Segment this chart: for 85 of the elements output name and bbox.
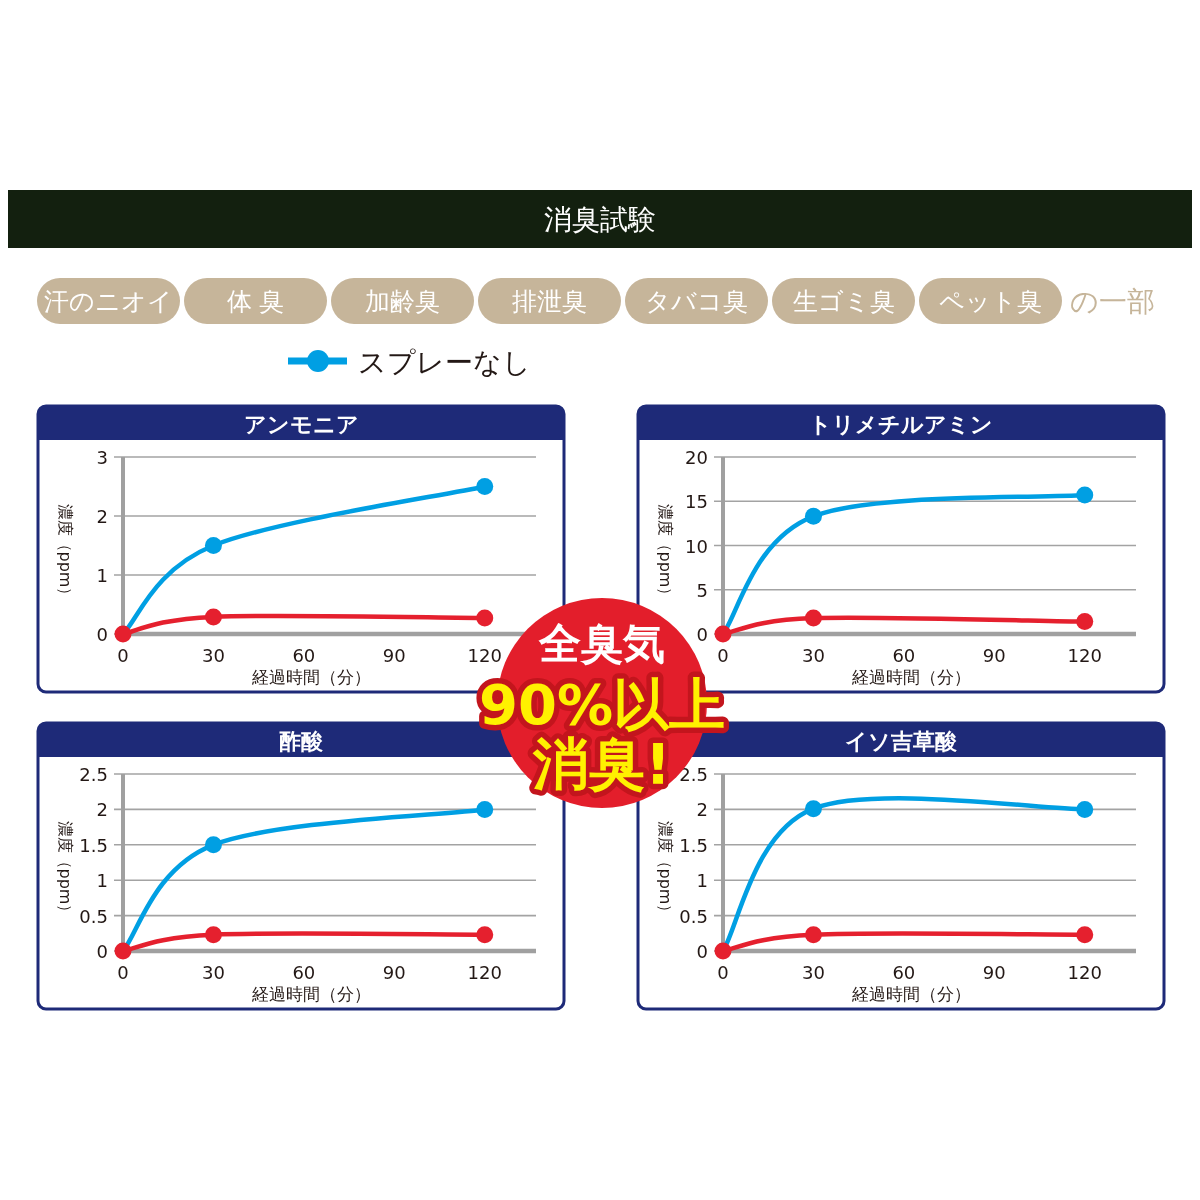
text: 体 臭 bbox=[226, 287, 285, 316]
y-tick-label: 15 bbox=[685, 491, 708, 513]
x-tick-label: 120 bbox=[1067, 645, 1102, 666]
text: タバコ臭 bbox=[645, 287, 748, 316]
text: 排泄臭 bbox=[512, 287, 587, 316]
y-tick-label: 2.5 bbox=[679, 764, 708, 785]
chart-title: 酢酸 bbox=[279, 729, 324, 754]
point bbox=[1076, 800, 1094, 818]
point bbox=[804, 507, 822, 525]
point bbox=[714, 942, 732, 960]
x-tick-label: 0 bbox=[717, 645, 729, 666]
x-tick-label: 90 bbox=[982, 962, 1006, 983]
y-axis-title: 濃度（ppm） bbox=[655, 820, 675, 921]
y-tick-label: 10 bbox=[685, 535, 708, 557]
y-tick-label: 1 bbox=[96, 870, 108, 892]
y-tick-label: 0 bbox=[696, 624, 708, 645]
y-tick-label: 2.5 bbox=[79, 764, 108, 785]
x-tick-label: 60 bbox=[892, 645, 916, 666]
point bbox=[714, 625, 732, 643]
x-tick-label: 90 bbox=[982, 645, 1006, 666]
x-tick-label: 30 bbox=[801, 645, 825, 666]
y-tick-label: 0 bbox=[96, 624, 108, 645]
x-axis-title: 経過時間（分） bbox=[250, 667, 371, 687]
legend-label: スプレーなし bbox=[358, 346, 531, 379]
y-tick-label: 2 bbox=[96, 799, 108, 821]
text: の一部 bbox=[1070, 285, 1155, 318]
annotation: 消臭! bbox=[532, 731, 671, 796]
point bbox=[114, 942, 132, 960]
text: 生ゴミ臭 bbox=[792, 287, 895, 316]
point bbox=[114, 625, 132, 643]
point bbox=[476, 800, 494, 818]
x-axis-title: 経過時間（分） bbox=[250, 984, 371, 1004]
y-tick-label: 0.5 bbox=[679, 905, 708, 927]
y-tick-label: 1.5 bbox=[679, 834, 708, 856]
point bbox=[476, 609, 494, 627]
point bbox=[204, 926, 222, 944]
point bbox=[1076, 613, 1094, 631]
y-axis-title: 濃度（ppm） bbox=[55, 820, 75, 921]
x-tick-label: 120 bbox=[467, 645, 502, 666]
y-tick-label: 5 bbox=[696, 579, 708, 601]
text: 汗のニオイ bbox=[44, 287, 173, 316]
x-tick-label: 30 bbox=[201, 962, 225, 983]
x-tick-label: 60 bbox=[292, 645, 316, 666]
point bbox=[476, 926, 494, 944]
x-tick-label: 120 bbox=[467, 962, 502, 983]
x-tick-label: 90 bbox=[382, 645, 406, 666]
chart-title: アンモニア bbox=[243, 412, 359, 437]
y-tick-label: 0 bbox=[96, 941, 108, 962]
point bbox=[204, 836, 222, 854]
point bbox=[1076, 486, 1094, 504]
x-tick-label: 60 bbox=[892, 962, 916, 983]
x-tick-label: 30 bbox=[201, 645, 225, 666]
y-tick-label: 20 bbox=[685, 447, 708, 468]
x-tick-label: 60 bbox=[292, 962, 316, 983]
y-axis-title: 濃度（ppm） bbox=[55, 503, 75, 604]
x-tick-label: 90 bbox=[382, 962, 406, 983]
y-axis-title: 濃度（ppm） bbox=[655, 503, 675, 604]
y-tick-label: 1 bbox=[696, 870, 708, 892]
chart-title: トリメチルアミン bbox=[809, 412, 993, 437]
text: 消臭試験 bbox=[544, 203, 656, 236]
y-tick-label: 2 bbox=[96, 506, 108, 527]
point bbox=[804, 926, 822, 944]
x-tick-label: 0 bbox=[717, 962, 729, 983]
point bbox=[204, 608, 222, 626]
y-tick-label: 2 bbox=[696, 799, 708, 821]
text: 加齢臭 bbox=[365, 287, 440, 316]
point bbox=[804, 800, 822, 818]
y-tick-label: 0 bbox=[696, 941, 708, 962]
x-tick-label: 0 bbox=[117, 645, 129, 666]
x-axis-title: 経過時間（分） bbox=[850, 667, 971, 687]
y-tick-label: 0.5 bbox=[79, 905, 108, 927]
text: ペット臭 bbox=[939, 287, 1042, 316]
y-tick-label: 3 bbox=[96, 447, 108, 468]
point bbox=[204, 537, 222, 554]
y-tick-label: 1.5 bbox=[79, 834, 108, 856]
chart-title: イソ吉草酸 bbox=[845, 729, 958, 754]
x-axis-title: 経過時間（分） bbox=[850, 984, 971, 1004]
text: 全臭気 bbox=[538, 619, 665, 668]
x-tick-label: 0 bbox=[117, 962, 129, 983]
point bbox=[476, 478, 494, 495]
y-tick-label: 1 bbox=[96, 565, 108, 586]
point bbox=[1076, 926, 1094, 944]
x-tick-label: 120 bbox=[1067, 962, 1102, 983]
x-tick-label: 30 bbox=[801, 962, 825, 983]
point bbox=[804, 609, 822, 627]
